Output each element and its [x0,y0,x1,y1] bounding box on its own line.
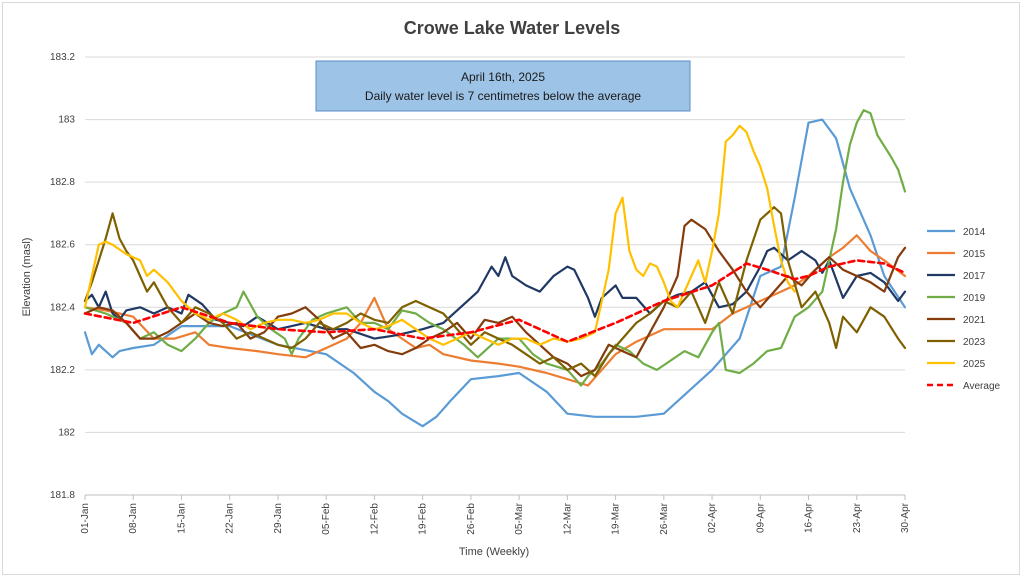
y-tick-label: 181.8 [50,490,75,501]
y-axis-ticks: 181.8 182 182.2 182.4 182.6 182.8 183 183.2 [50,52,75,501]
legend-label-average: Average [963,381,1001,392]
x-tick-label: 29-Jan [273,503,284,534]
legend-label-2015: 2015 [963,249,986,260]
x-tick-label: 05-Feb [321,503,332,535]
x-tick-label: 26-Feb [466,503,477,535]
x-tick-label: 12-Mar [562,502,573,534]
annotation-background [315,60,691,112]
annotation-line-2: Daily water level is 7 centimetres below… [365,89,641,103]
y-tick-label: 182.6 [50,240,75,251]
x-tick-label: 22-Jan [225,503,236,534]
grid-lines [85,56,905,496]
x-tick-label: 05-Mar [514,502,525,534]
legend-label-2023: 2023 [963,337,986,348]
y-tick-label: 183 [58,115,75,126]
x-tick-label: 08-Jan [128,503,139,534]
legend-label-2014: 2014 [963,227,986,238]
legend-label-2019: 2019 [963,293,986,304]
x-tick-label: 15-Jan [176,503,187,534]
series-line-average [83,259,907,343]
x-tick-label: 19-Mar [611,502,622,534]
x-tick-label: 23-Apr [852,502,863,533]
x-tick-label: 19-Feb [418,503,429,535]
x-tick-label: 16-Apr [804,502,815,533]
x-tick-label: 30-Apr [900,502,911,533]
y-tick-label: 182.4 [50,302,75,313]
legend-label-2021: 2021 [963,315,986,326]
legend-label-2017: 2017 [963,271,986,282]
series-line-2023 [83,206,907,378]
x-axis-title: Time (Weekly) [459,546,529,558]
chart-title: Crowe Lake Water Levels [404,18,620,38]
y-tick-label: 182.2 [50,365,75,376]
series-line-2025 [83,124,796,346]
y-tick-label: 183.2 [50,52,75,63]
y-axis-title: Elevation (masl) [21,238,33,317]
y-tick-label: 182.8 [50,177,75,188]
x-tick-label: 09-Apr [755,502,766,533]
series-lines [83,109,907,428]
x-tick-label: 02-Apr [707,502,718,533]
x-axis-ticks: 01-Jan 08-Jan 15-Jan 22-Jan 29-Jan 05-Feb 12-F… [80,495,911,535]
annotation-line-1: April 16th, 2025 [461,70,545,84]
x-tick-label: 12-Feb [369,503,380,535]
legend-label-2025: 2025 [963,359,986,370]
x-tick-label: 26-Mar [659,502,670,534]
series-line-2021 [83,218,907,378]
series-line-2014 [83,118,907,428]
y-tick-label: 182 [58,427,75,438]
legend: 2014 2015 2017 2019 2021 2023 2025 Average [927,227,1001,392]
annotation-box: April 16th, 2025 Daily water level is 7 … [315,60,691,112]
series-line-2019 [83,109,907,387]
x-tick-label: 01-Jan [80,503,91,534]
